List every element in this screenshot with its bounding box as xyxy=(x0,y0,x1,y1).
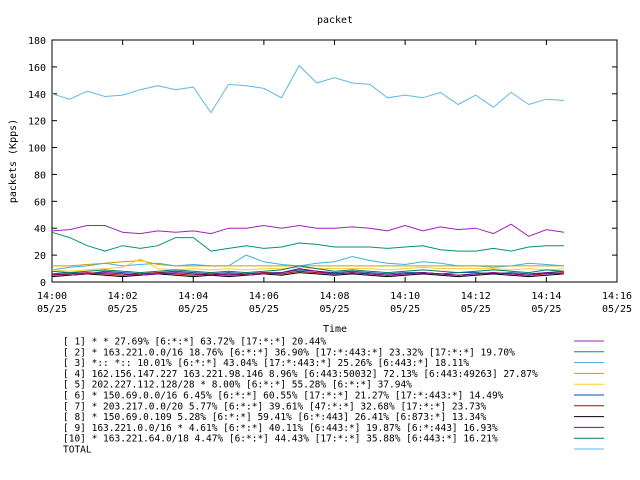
plot-frame xyxy=(51,39,618,283)
x-tick-date: 05/25 xyxy=(319,304,349,315)
series-line-9 xyxy=(51,268,565,276)
x-tick-date: 05/25 xyxy=(178,304,208,315)
chart-title: packet xyxy=(317,15,353,26)
y-tick-label: 60 xyxy=(34,197,46,208)
legend-label: [ 5] 202.227.112.128/28 * 8.00% [6:*:*] … xyxy=(63,380,412,391)
x-tick-time: 14:00 xyxy=(37,291,67,302)
y-tick-label: 0 xyxy=(40,278,46,289)
legend: [ 1] * * 27.69% [6:*:*] 63.72% [17:*:*] … xyxy=(63,337,604,456)
y-tick-label: 100 xyxy=(28,144,46,155)
y-tick-label: 20 xyxy=(34,251,46,262)
series-line-2 xyxy=(51,231,564,252)
legend-label: [ 4] 162.156.147.227 163.221.98.146 8.96… xyxy=(63,369,538,380)
series-line-10 xyxy=(51,265,565,274)
x-tick-time: 14:10 xyxy=(390,291,420,302)
y-tick-label: 40 xyxy=(34,224,46,235)
x-tick-time: 14:14 xyxy=(531,291,561,302)
y-axis-label: packets (Kpps) xyxy=(8,119,19,203)
series-line-5 xyxy=(51,258,565,272)
x-axis: 14:00 05/25 14:02 05/25 14:04 05/25 14:06 05/25… xyxy=(37,40,632,315)
x-tick-date: 05/25 xyxy=(108,304,138,315)
y-tick-label: 180 xyxy=(28,36,46,47)
legend-label: [ 9] 163.221.0.0/16 * 4.61% [6:*:*] 40.1… xyxy=(63,423,498,434)
series-line-11 xyxy=(51,64,565,114)
x-tick-time: 14:06 xyxy=(249,291,279,302)
y-tick-label: 140 xyxy=(28,90,46,101)
series-line-1 xyxy=(51,223,565,237)
legend-label: [ 1] * * 27.69% [6:*:*] 63.72% [17:*:*] … xyxy=(63,337,326,348)
y-tick-label: 120 xyxy=(28,117,46,128)
x-tick-time: 14:08 xyxy=(319,291,349,302)
legend-label: [ 7] * 203.217.0.0/20 5.77% [6:*:*] 39.6… xyxy=(63,401,487,412)
x-tick-time: 14:02 xyxy=(108,291,138,302)
legend-label: [ 2] * 163.221.0.0/16 18.76% [6:*:*] 36.… xyxy=(63,347,515,358)
x-tick-date: 05/25 xyxy=(531,304,561,315)
legend-label: [ 3] *:: *:: 10.01% [6:*:*] 43.04% [17:*… xyxy=(63,358,469,369)
x-axis-label: Time xyxy=(323,324,347,335)
x-tick-date: 05/25 xyxy=(602,304,632,315)
x-tick-date: 05/25 xyxy=(461,304,491,315)
x-tick-time: 14:12 xyxy=(461,291,491,302)
x-tick-date: 05/25 xyxy=(37,304,67,315)
x-tick-time: 14:16 xyxy=(602,291,632,302)
legend-label: [ 6] * 150.69.0.0/16 6.45% [6:*:*] 60.55… xyxy=(63,391,504,402)
x-tick-date: 05/25 xyxy=(390,304,420,315)
x-tick-date: 05/25 xyxy=(249,304,279,315)
series-lines xyxy=(51,64,565,278)
legend-label: TOTAL xyxy=(63,445,92,456)
y-tick-label: 160 xyxy=(28,63,46,74)
legend-label: [ 8] * 150.69.0.109 5.28% [6:*:*] 59.41%… xyxy=(63,412,487,423)
legend-label: [10] * 163.221.64.0/18 4.47% [6:*:*] 44.… xyxy=(63,434,498,445)
y-axis: 0 20 40 60 80 100 120 140 160 180 xyxy=(28,36,617,289)
x-tick-time: 14:04 xyxy=(178,291,208,302)
y-tick-label: 80 xyxy=(34,170,46,181)
